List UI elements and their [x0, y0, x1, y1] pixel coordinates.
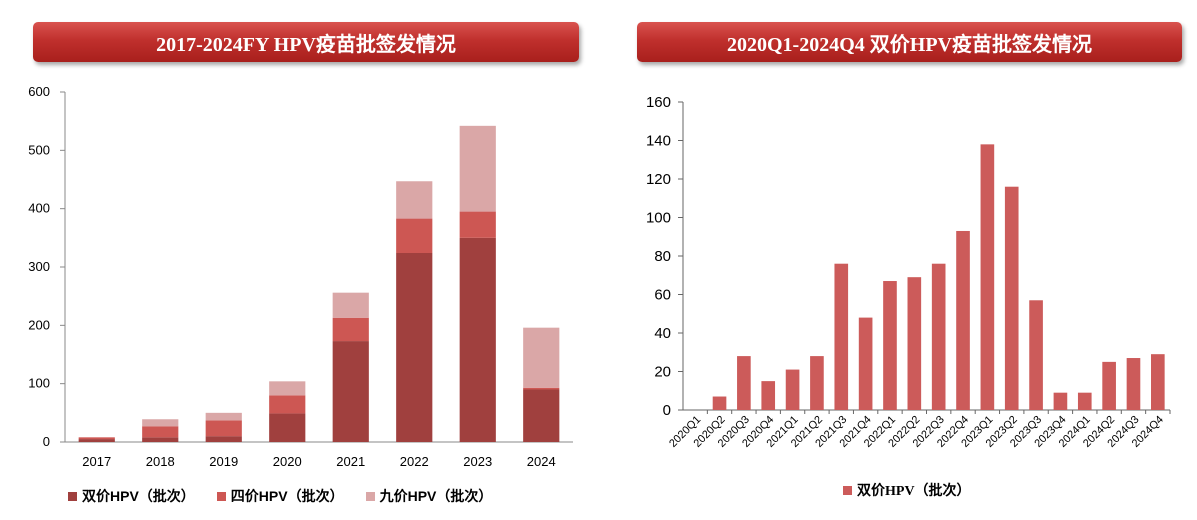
y-tick-label: 100	[28, 376, 50, 391]
bar-bivalent-2022	[396, 253, 433, 442]
bar-2021Q1	[785, 369, 800, 410]
bar-2023Q3	[1029, 300, 1043, 410]
left-chart-title: 2017-2024FY HPV疫苗批签发情况	[156, 33, 456, 56]
bar-nonavalent-2023	[459, 125, 496, 212]
x-tick-label: 2018	[146, 454, 175, 469]
bar-bivalent-2019	[205, 436, 242, 442]
bar-quadrivalent-2018	[142, 426, 179, 438]
bar-bivalent-2021	[332, 341, 369, 442]
bar-quadrivalent-2021	[332, 317, 369, 342]
bar-bivalent-2017	[78, 439, 115, 442]
legend-item-quadrivalent: 四价HPV（批次）	[216, 486, 344, 506]
bar-2020Q3	[737, 356, 751, 410]
bar-nonavalent-2019	[205, 412, 242, 421]
legend-swatch-bivalent	[68, 491, 77, 501]
bar-2022Q4	[956, 230, 970, 410]
bar-nonavalent-2021	[332, 292, 369, 318]
bar-quadrivalent-2023	[459, 211, 496, 238]
bar-2022Q3	[931, 263, 946, 410]
left-chart-legend: 双价HPV（批次） 四价HPV（批次） 九价HPV（批次）	[68, 486, 514, 506]
bar-bivalent-2024	[523, 389, 560, 442]
legend-item-bivalent: 双价HPV（批次）	[68, 486, 195, 506]
legend-swatch-nonavalent	[365, 491, 375, 501]
y-tick-label: 300	[28, 259, 50, 274]
y-tick-label: 60	[654, 287, 671, 304]
legend-item-quarterly-bivalent: 双价HPV（批次）	[843, 480, 971, 500]
bar-nonavalent-2024	[523, 327, 560, 388]
y-tick-label: 200	[28, 317, 50, 332]
x-tick-label: 2017	[82, 454, 111, 469]
x-tick-label: 2019	[209, 454, 238, 469]
bar-2022Q2	[907, 277, 922, 410]
bar-quadrivalent-2019	[205, 420, 242, 437]
y-tick-label: 160	[646, 94, 671, 111]
legend-swatch-quarterly-bivalent	[843, 485, 852, 495]
legend-label-quarterly-bivalent: 双价HPV（批次）	[857, 484, 971, 499]
right-chart-title-banner: 2020Q1-2024Q4 双价HPV疫苗批签发情况	[637, 22, 1182, 62]
bar-2023Q4	[1053, 392, 1068, 410]
bar-2023Q1	[980, 144, 995, 410]
bar-2020Q4	[761, 381, 776, 410]
legend-swatch-quadrivalent	[216, 491, 226, 501]
bar-2023Q2	[1004, 186, 1019, 410]
bar-2024Q3	[1126, 358, 1141, 410]
bar-bivalent-2018	[142, 437, 179, 442]
bar-quadrivalent-2024	[523, 387, 560, 390]
y-tick-label: 140	[646, 133, 671, 150]
bar-nonavalent-2020	[269, 381, 306, 396]
left-chart-title-banner: 2017-2024FY HPV疫苗批签发情况	[33, 22, 579, 62]
bar-2024Q1	[1077, 392, 1092, 410]
bar-2021Q3	[834, 263, 849, 410]
y-tick-label: 20	[654, 364, 671, 381]
bar-2021Q2	[810, 356, 824, 410]
legend-item-nonavalent: 九价HPV（批次）	[365, 486, 493, 506]
y-tick-label: 600	[28, 84, 50, 99]
bar-2024Q2	[1102, 361, 1116, 410]
legend-label-quadrivalent: 四价HPV（批次）	[230, 488, 344, 504]
x-tick-label: 2023	[463, 454, 492, 469]
bar-quadrivalent-2022	[396, 218, 433, 253]
y-tick-label: 40	[654, 325, 671, 342]
bar-nonavalent-2022	[396, 181, 433, 219]
legend-label-bivalent: 双价HPV（批次）	[82, 488, 195, 504]
bar-nonavalent-2018	[142, 419, 179, 427]
bar-2020Q2	[712, 396, 727, 410]
y-tick-label: 500	[28, 142, 50, 157]
x-tick-label: 2021	[336, 454, 365, 469]
bar-quadrivalent-2017	[78, 437, 115, 440]
x-tick-label: 2020	[273, 454, 302, 469]
quarterly-bivalent-bar-chart: 0204060801001201401602020Q12020Q22020Q32…	[646, 94, 1171, 450]
y-tick-label: 0	[663, 402, 671, 419]
x-tick-label: 2024	[527, 454, 556, 469]
bar-2021Q4	[858, 317, 873, 410]
y-tick-label: 400	[28, 201, 50, 216]
legend-label-nonavalent: 九价HPV（批次）	[379, 488, 493, 504]
y-tick-label: 0	[43, 434, 50, 449]
right-chart-legend: 双价HPV（批次）	[843, 480, 993, 500]
bar-bivalent-2023	[459, 237, 496, 442]
right-chart-title: 2020Q1-2024Q4 双价HPV疫苗批签发情况	[727, 33, 1092, 56]
y-tick-label: 80	[654, 248, 671, 265]
bar-bivalent-2020	[269, 413, 306, 442]
y-tick-label: 100	[646, 210, 671, 227]
bar-quadrivalent-2020	[269, 395, 306, 414]
annual-hpv-stacked-bar-chart: 0 100 200 300 400 500 600 2017 2018 2019 2020 2021 2…	[28, 84, 573, 469]
bar-2024Q4	[1151, 354, 1165, 410]
bar-2022Q1	[883, 281, 897, 410]
x-tick-label: 2022	[400, 454, 429, 469]
y-tick-label: 120	[646, 171, 671, 188]
